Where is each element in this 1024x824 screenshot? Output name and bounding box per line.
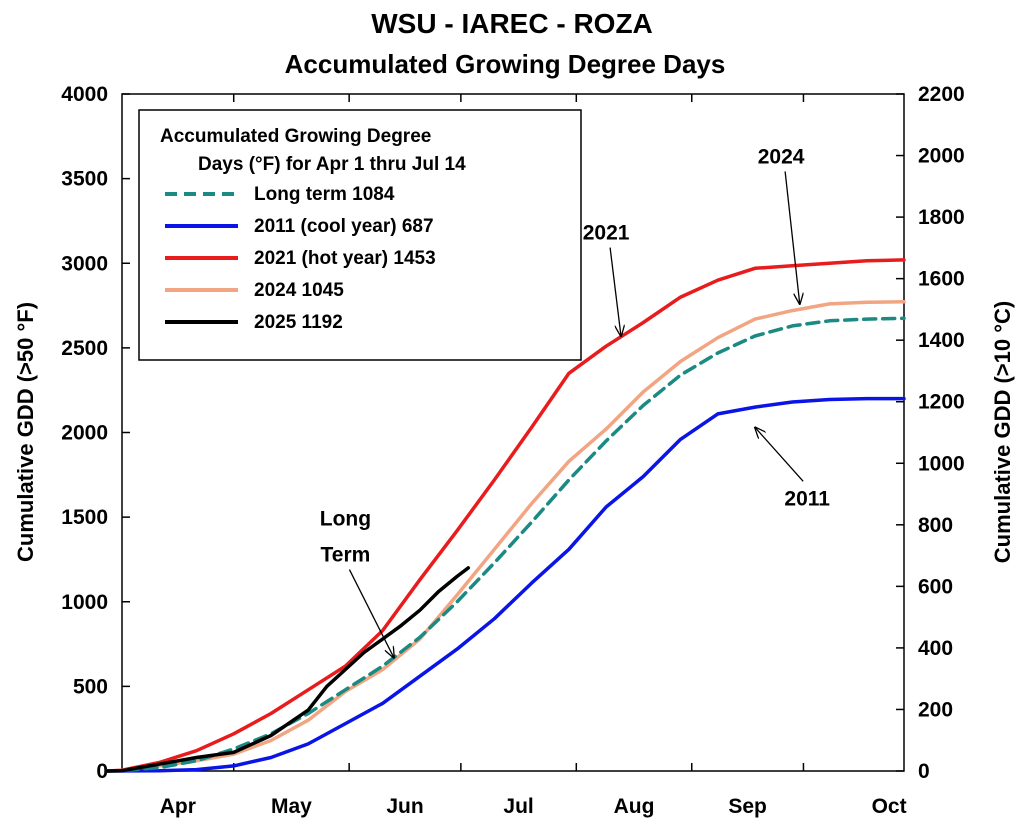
annotation-arrow	[784, 171, 800, 303]
axes-layer: 0 500 1000 1500 2000 2500 3000 3500 4000 0 200 400 6…	[61, 83, 964, 818]
legend-box	[138, 109, 582, 361]
y-tick-label: 2000	[61, 422, 108, 445]
y-axis-label-left: Cumulative GDD (>50 °F)	[13, 302, 38, 562]
y2-tick-label: 1800	[918, 206, 965, 229]
legend-title-line2: Days (°F) for Apr 1 thru Jul 14	[198, 154, 466, 175]
y-axis-label-right: Cumulative GDD (>10 °C)	[990, 301, 1015, 563]
y-tick-label: 0	[96, 760, 108, 783]
series-line	[105, 300, 906, 773]
y2-tick-label: 200	[918, 698, 953, 721]
legend-entry: 2011 (cool year) 687	[254, 216, 434, 237]
y-tick-label: 1000	[61, 591, 108, 614]
annotation-arrow	[755, 427, 804, 482]
series-layer	[105, 258, 906, 773]
y-tick-label: 3500	[61, 168, 108, 191]
series-line	[105, 316, 906, 773]
y2-tick-label: 2200	[918, 83, 965, 106]
chart-title: WSU - IAREC - ROZA	[371, 8, 653, 39]
legend-entry: 2021 (hot year) 1453	[254, 248, 436, 269]
annotation-label: Term	[321, 544, 371, 567]
y-tick-label: 2500	[61, 337, 108, 360]
annotation-label: 2011	[784, 487, 830, 510]
chart-subtitle: Accumulated Growing Degree Days	[285, 49, 726, 79]
annotation-label: 2021	[583, 222, 630, 245]
x-tick-label: Jul	[503, 795, 533, 818]
series-line	[105, 258, 906, 773]
x-tick-label: May	[271, 795, 312, 818]
legend-title-line1: Accumulated Growing Degree	[160, 126, 431, 147]
y-tick-label: 4000	[61, 83, 108, 106]
y2-tick-label: 400	[918, 637, 953, 660]
annotation-arrow	[348, 569, 393, 658]
legend: Accumulated Growing Degree Days (°F) for…	[138, 109, 582, 361]
y2-tick-label: 1600	[918, 268, 965, 291]
legend-entry: 2025 1192	[254, 312, 343, 333]
x-tick-label: Sep	[728, 795, 767, 818]
x-tick-label: Oct	[872, 795, 907, 818]
legend-entry: 2024 1045	[254, 280, 344, 301]
y-tick-label: 1500	[61, 506, 108, 529]
y2-tick-label: 800	[918, 514, 953, 537]
y2-tick-label: 2000	[918, 145, 965, 168]
x-tick-label: Aug	[614, 795, 655, 818]
x-tick-label: Jun	[386, 795, 423, 818]
y2-tick-label: 1000	[918, 452, 965, 475]
y2-tick-label: 1200	[918, 391, 965, 414]
y2-tick-label: 0	[918, 760, 930, 783]
x-tick-label: Apr	[160, 795, 196, 818]
annotation-label: 2024	[758, 145, 805, 168]
annotation-label: Long	[320, 508, 371, 531]
y2-tick-label: 1400	[918, 329, 965, 352]
series-line	[105, 396, 906, 773]
legend-entry: Long term 1084	[254, 184, 395, 205]
annotation-arrow	[609, 247, 621, 336]
annotation-layer: 2021 2024 2011 Long Term	[320, 145, 830, 658]
y-tick-label: 3000	[61, 252, 108, 275]
y2-tick-label: 600	[918, 575, 953, 598]
y-tick-label: 500	[73, 675, 108, 698]
series-line	[105, 566, 471, 773]
